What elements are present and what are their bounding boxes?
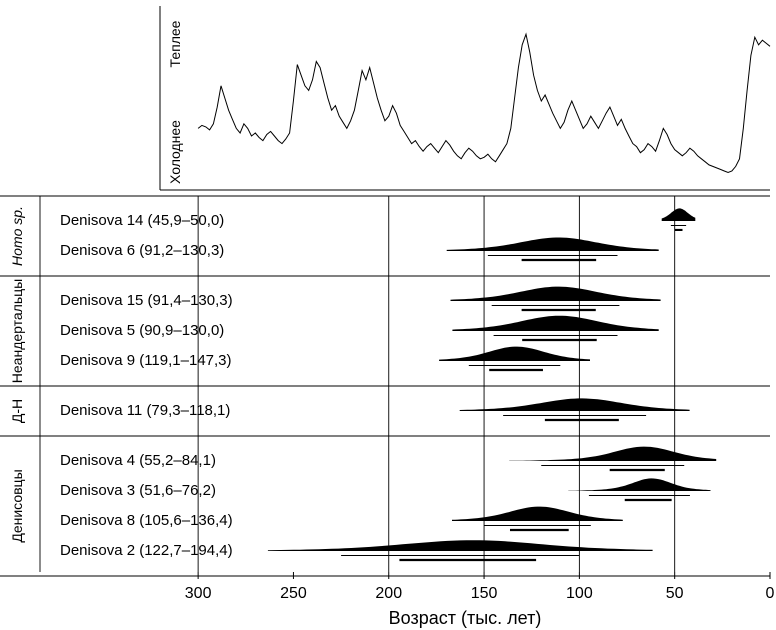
density-row-d8 [452,507,623,530]
climate-label-cold: Холоднее [167,120,183,184]
group-label-neanderthals: Неандертальцы [9,279,25,383]
density-row-d11 [460,398,690,420]
density-row-d14 [662,208,696,230]
xtick-300: 300 [185,585,212,602]
row-label-d3: Denisova 3 (51,6–76,2) [60,482,216,499]
density-row-d5 [452,316,658,340]
row-label-d2: Denisova 2 (122,7–194,4) [60,542,233,559]
xtick-150: 150 [471,585,498,602]
row-label-d6: Denisova 6 (91,2–130,3) [60,242,224,259]
chart-container: Теплее Холоднее Homo sp. Неандертальцы Д-Н Де… [0,0,776,630]
group-label-denisovans: Денисовцы [9,469,25,542]
row-label-d4: Denisova 4 (55,2–84,1) [60,452,216,469]
row-label-d15: Denisova 15 (91,4–130,3) [60,292,233,309]
density-row-d4 [509,447,716,470]
row-label-d5: Denisova 5 (90,9–130,0) [60,322,224,339]
chart-svg: Теплее Холоднее Homo sp. Неандертальцы Д-Н Де… [0,0,776,630]
row-label-d9: Denisova 9 (119,1–147,3) [60,352,232,369]
group-label-homo-sp: Homo sp. [9,206,25,266]
row-label-d8: Denisova 8 (105,6–136,4) [60,512,233,529]
xtick-100: 100 [566,585,593,602]
density-row-d3 [568,478,710,500]
row-label-d11: Denisova 11 (79,3–118,1) [60,402,230,419]
xtick-250: 250 [280,585,307,602]
density-row-d2 [268,540,653,560]
group-label-dn: Д-Н [9,399,25,423]
density-row-d6 [447,238,659,261]
row-label-d14: Denisova 14 (45,9–50,0) [60,212,224,229]
xtick-200: 200 [375,585,402,602]
density-row-d15 [451,287,661,310]
climate-label-warm: Теплее [167,20,183,67]
xtick-0: 0 [766,585,775,602]
xtick-50: 50 [666,585,684,602]
x-axis-label: Возраст (тыс. лет) [389,608,542,628]
density-row-d9 [439,347,590,370]
